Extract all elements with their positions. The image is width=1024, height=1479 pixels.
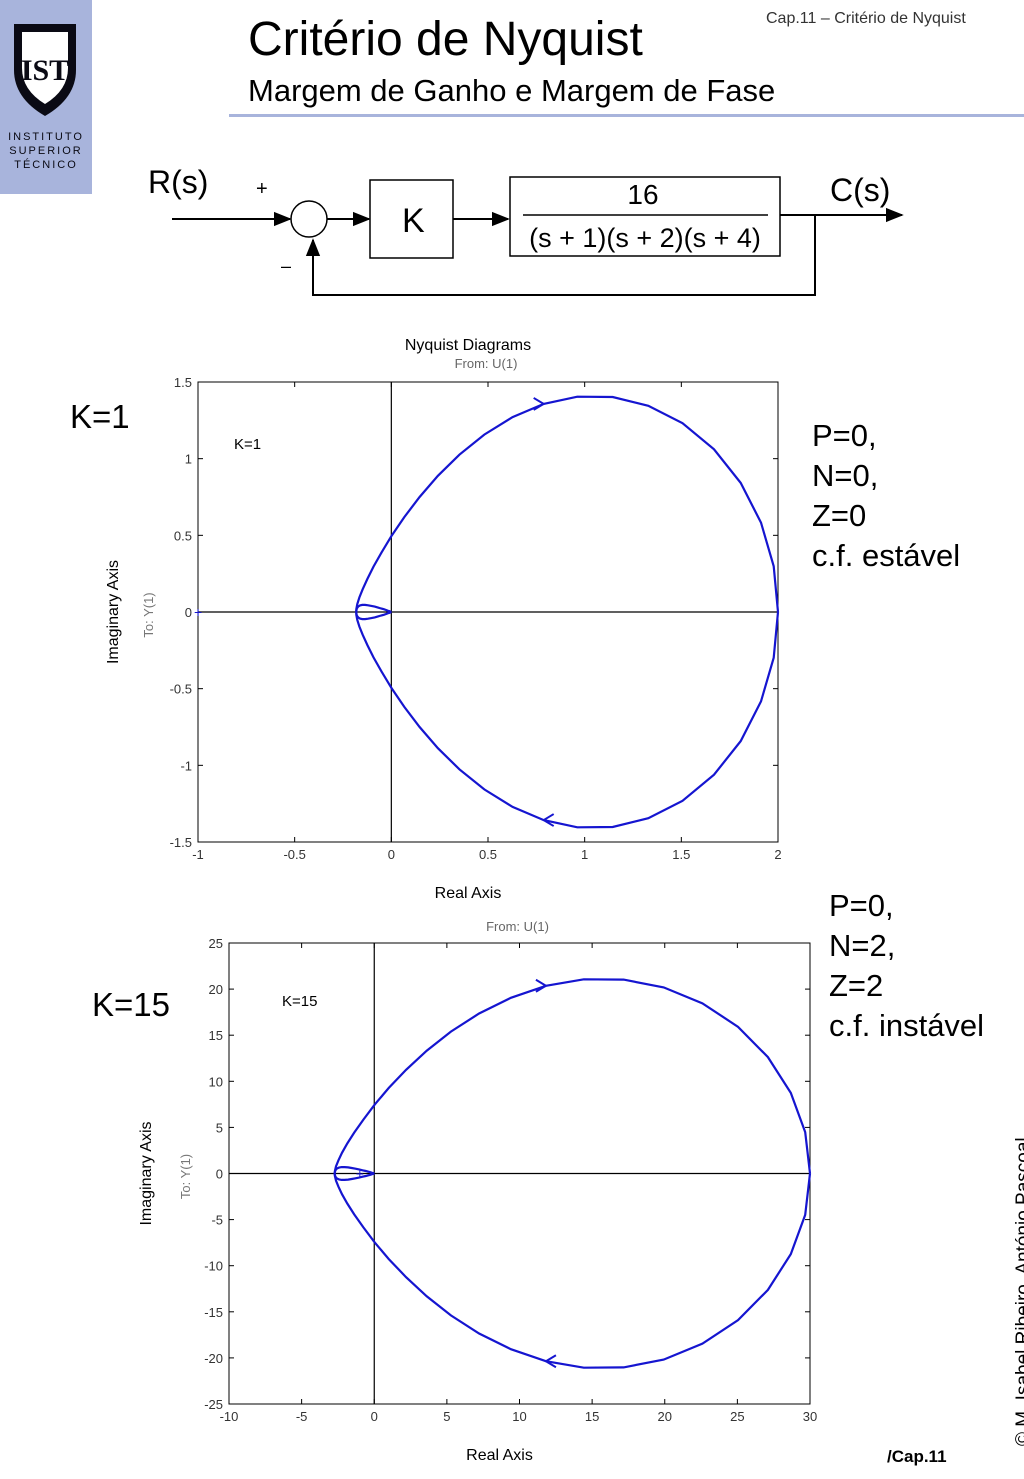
minus-sign: – [281,256,291,276]
page-title: Critério de Nyquist [248,13,643,66]
chart1-xtick-label: 1 [581,847,588,862]
output-label: C(s) [830,172,890,208]
chart2-ytick-label: 10 [209,1074,223,1089]
chart2-xtick-label: 30 [803,1409,817,1424]
panel2-status-p: P=0, [829,888,894,923]
svg-text:IST: IST [21,54,69,87]
footer-chapter: /Cap.11 [887,1447,947,1466]
chart2-xtick-label: 20 [658,1409,672,1424]
tf-denominator: (s + 1)(s + 2)(s + 4) [529,223,761,253]
chart2-ylabel: Imaginary Axis [138,1121,155,1225]
chart1-nyquist-curve-upper [355,395,780,621]
chart1-xtick-label: 2 [774,847,781,862]
chart1-ytick-label: -1.5 [170,835,192,850]
ist-logo: IST INSTITUTO SUPERIOR TÉCNICO [0,0,92,194]
chart1-xlabel: Real Axis [435,885,502,902]
chart1-ytick-label: -1 [180,758,192,773]
chart2-xtick-label: 0 [371,1409,378,1424]
panel2-k-label: K=15 [92,986,170,1023]
chart1-xtick-label: 1.5 [672,847,690,862]
chart2-xtick-label: 25 [730,1409,744,1424]
chart1-xtick-label: 0.5 [479,847,497,862]
title-divider [229,114,1024,117]
chart2-ytick-label: 0 [216,1167,223,1182]
chart2-ytick-label: -15 [204,1305,223,1320]
chart1-ytick-label: -0.5 [170,682,192,697]
chart1-ytick-label: 1.5 [174,375,192,390]
panel2-status: P=0, N=2, Z=2 c.f. instável [829,886,984,1046]
chart2-ytick-label: -5 [211,1213,223,1228]
plant-block [509,176,781,257]
chart2-xtick-label: -10 [220,1409,239,1424]
panel1-status: P=0, N=0, Z=0 c.f. estável [812,416,960,576]
chart1-ytick-label: 0 [185,605,192,620]
gain-block [369,179,454,259]
chart2-ytick-label: -25 [204,1397,223,1412]
panel2-status-verdict: c.f. instável [829,1008,985,1043]
chart2-nyquist-curve-lower [333,1165,812,1369]
page-subtitle: Margem de Ganho e Margem de Fase [248,73,776,108]
chart1-nyquist-curve-lower [355,603,780,829]
panel1-k-label: K=1 [70,398,130,435]
chart1-ytick-label: 0.5 [174,528,192,543]
chart2-arrow-lower [543,1354,557,1369]
panel1-status-n: N=0, [812,458,879,493]
panel1-status-verdict: c.f. estável [812,538,961,573]
block-diagram: R(s) + – K 16 (s + 1)(s + 2)(s + 4) C(s) [148,164,904,296]
chart2-ytick-label: 25 [209,936,223,951]
panel1-status-z: Z=0 [812,498,867,533]
chart1-subtitle: From: U(1) [455,356,518,371]
chart2-xtick-label: 5 [443,1409,450,1424]
chart1-arrow-lower [541,813,555,827]
chart1-xtick-label: 0 [388,847,395,862]
chart2-ytick-label: 5 [216,1120,223,1135]
panel2-status-z: Z=2 [829,968,884,1003]
chart2-ytick-label: -10 [204,1259,223,1274]
chart1-xtick-label: -0.5 [283,847,305,862]
chart1-xtick-label: -1 [192,847,204,862]
chart2-xtick-label: 10 [512,1409,526,1424]
chart2-annotation: K=15 [282,993,317,1010]
logo-text-line2: SUPERIOR [9,145,82,157]
chart2-xtick-label: 15 [585,1409,599,1424]
chart1-ylabel2: To: Y(1) [141,592,156,637]
chart2-ylabel2: To: Y(1) [178,1154,193,1199]
chart2-xtick-label: -5 [296,1409,308,1424]
chart2-ytick-label: 15 [209,1028,223,1043]
panel2-status-n: N=2, [829,928,896,963]
chart1-title: Nyquist Diagrams [405,337,531,354]
gain-label: K [402,202,425,240]
chart1-ytick-label: 1 [185,452,192,467]
chart2-subtitle: From: U(1) [486,919,549,934]
panel1-status-p: P=0, [812,418,877,453]
chart2-ytick-label: -20 [204,1351,223,1366]
chart2-critical-point: + [356,1166,364,1182]
input-label: R(s) [148,164,208,200]
tf-numerator: 16 [627,179,658,210]
chart2-arrow-upper [535,978,548,993]
chart1-ylabel: Imaginary Axis [105,560,122,664]
chart1-critical-point: + [194,604,202,620]
chart2-xlabel: Real Axis [466,1447,533,1464]
chart2-nyquist-curve-upper [333,978,812,1182]
logo-text-line1: INSTITUTO [8,131,84,143]
chart2-ytick-label: 20 [209,982,223,997]
chart1-annotation: K=1 [234,436,261,453]
feedback-path [305,215,816,296]
plus-sign: + [256,178,268,200]
chart1-arrow-upper [533,397,546,411]
logo-text-line3: TÉCNICO [14,158,78,171]
copyright-notice: © M. Isabel Ribeiro, António Pascoal [1013,1137,1024,1446]
chapter-reference: Cap.11 – Critério de Nyquist [766,10,966,27]
